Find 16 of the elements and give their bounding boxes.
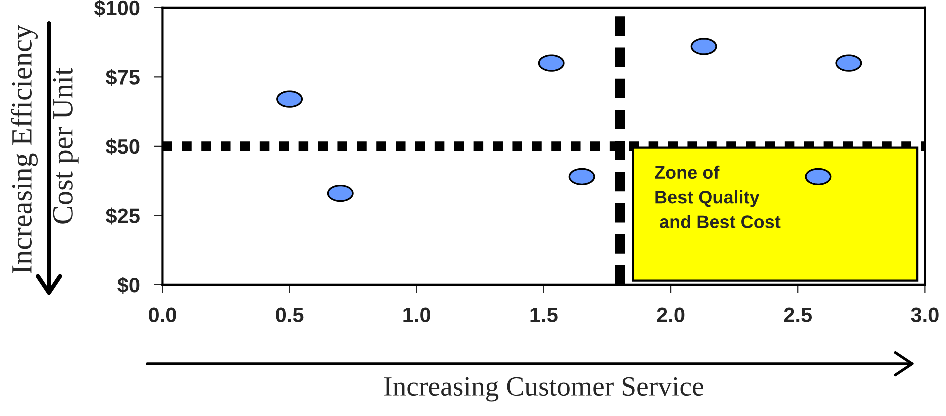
- y-tick-label: $75: [106, 69, 140, 86]
- x-axis-title: Increasing Customer Service: [384, 377, 704, 402]
- y-axis-title: Cost per Unit: [53, 68, 79, 224]
- y-tick-label: $50: [106, 138, 140, 156]
- text: Increasing Efficiency: [11, 25, 38, 274]
- annotation: Zone of Best Quality and Best Cost: [655, 166, 781, 228]
- x-tick-label: 3.0: [911, 308, 939, 323]
- y-tick-label: $100: [94, 0, 140, 17]
- y-tick-label: $25: [106, 208, 140, 225]
- x-tick-label: 1.5: [530, 308, 558, 322]
- x-tick-label: 0.0: [149, 308, 176, 322]
- x-tick-label: 2.0: [657, 308, 685, 322]
- y-tick-label: $0: [118, 277, 140, 294]
- x-tick-label: 1.0: [404, 308, 430, 322]
- x-tick-label: 0.5: [276, 308, 304, 322]
- x-tick-label: 2.5: [784, 308, 812, 322]
